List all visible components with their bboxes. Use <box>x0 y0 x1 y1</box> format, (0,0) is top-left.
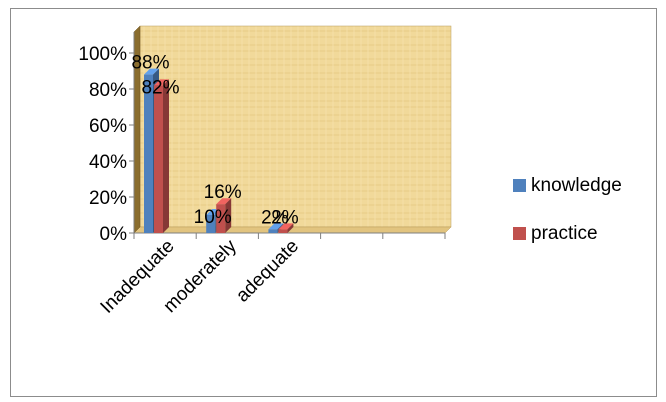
data-label-knowledge: 10% <box>194 207 232 228</box>
bar-front <box>154 85 163 234</box>
bar-practice <box>278 223 294 233</box>
back-wall <box>139 25 452 228</box>
legend-swatch-practice <box>513 227 526 240</box>
bar-practice <box>154 79 169 234</box>
bar-top <box>144 68 159 75</box>
axes <box>133 32 446 239</box>
data-label-knowledge: 88% <box>131 53 169 74</box>
y-tick-label: 0% <box>100 224 128 245</box>
bar-top <box>268 223 284 230</box>
legend-label-practice: practice <box>531 223 598 244</box>
bar-front <box>144 74 153 233</box>
bars <box>144 68 294 234</box>
category-label: adequate <box>232 236 303 307</box>
y-tick-label: 100% <box>78 44 127 65</box>
bar-side <box>225 198 232 233</box>
bar-front <box>206 215 216 233</box>
bar-front <box>268 229 278 233</box>
legend-swatch-knowledge <box>513 179 526 192</box>
y-tick-label: 40% <box>89 152 127 173</box>
bar-side <box>163 79 169 234</box>
data-labels: 88% 10% 2% 82% 16% 2% <box>131 53 298 229</box>
y-tick-label: 20% <box>89 188 127 209</box>
bar-practice <box>216 198 232 233</box>
data-label-practice: 82% <box>141 77 179 98</box>
bar-front <box>278 229 288 233</box>
data-label-practice: 2% <box>271 207 299 228</box>
y-tick-label: 80% <box>89 80 127 101</box>
bar-top <box>278 223 294 230</box>
legend-label-knowledge: knowledge <box>531 175 622 196</box>
bar-front <box>216 204 226 233</box>
y-tick-label: 60% <box>89 116 127 137</box>
data-label-practice: 16% <box>204 182 242 203</box>
plot-background <box>133 25 452 234</box>
bar-top <box>154 79 169 86</box>
y-tick-labels: 0% 20% 40% 60% 80% 100% <box>78 44 134 245</box>
bar-top <box>216 198 232 205</box>
bar-side <box>287 223 294 233</box>
legend: knowledge practice <box>513 175 622 244</box>
data-label-knowledge: 2% <box>261 207 289 228</box>
